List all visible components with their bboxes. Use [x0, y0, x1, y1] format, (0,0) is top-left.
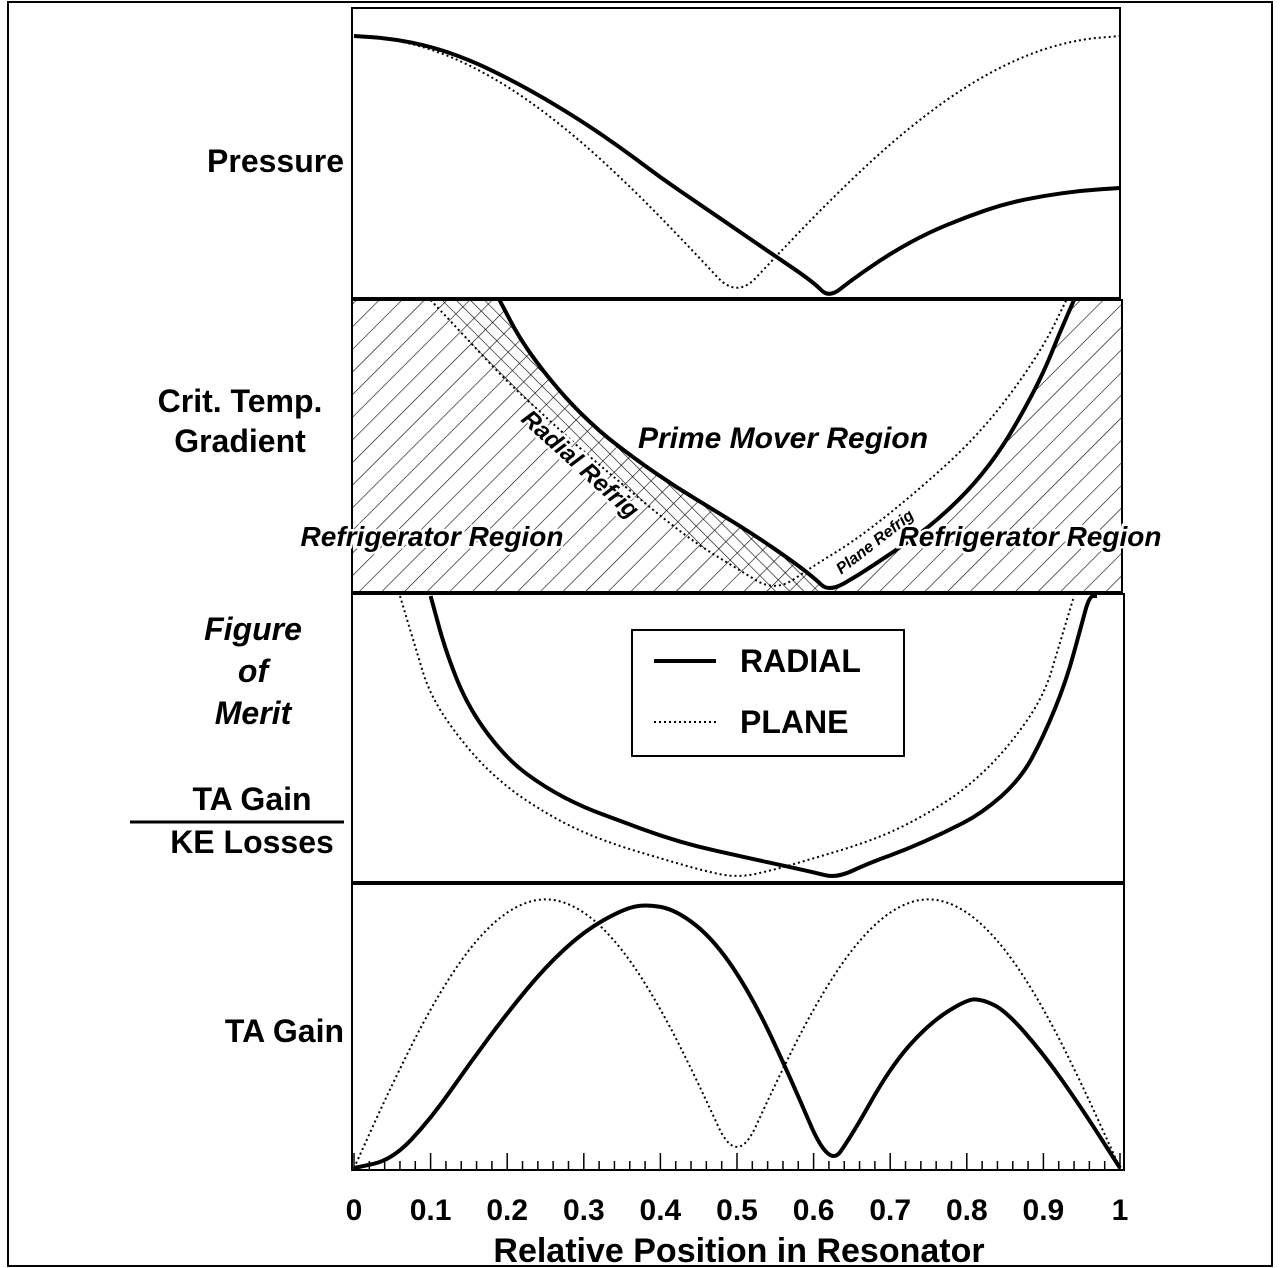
x-tick-label: 0.7: [869, 1194, 911, 1227]
ratio-denominator-label: KE Losses: [170, 824, 334, 860]
x-tick-label: 0.3: [563, 1194, 605, 1227]
refrigerator-region-left-label: Refrigerator Region: [301, 521, 564, 552]
prime-mover-region-fill: [499, 300, 1074, 592]
pressure-ylabel: Pressure: [207, 143, 344, 179]
ta-gain-ylabel: TA Gain: [225, 1013, 344, 1049]
x-tick-label: 1: [1112, 1194, 1129, 1227]
legend-box: [631, 629, 905, 757]
pressure-panel-frame: [351, 7, 1121, 299]
panel-3-radial-curve: [428, 594, 1097, 878]
x-tick-label: 0.8: [946, 1194, 988, 1227]
panel-1-plane-curve: [353, 35, 1121, 289]
x-tick-label: 0.1: [410, 1194, 452, 1227]
x-tick-label: 0.5: [716, 1194, 758, 1227]
x-tick-label: 0: [346, 1194, 363, 1227]
x-tick-label: 0.6: [793, 1194, 835, 1227]
x-axis-ticks: 0 0.1 0.2 0.3 0.4 0.5 0.6 0.7 0.8 0.9 1: [346, 1153, 1129, 1227]
series-curves: [353, 34, 1122, 1170]
merit-panel-frame: [351, 593, 1125, 883]
radial-refrig-band: [430, 300, 829, 592]
x-tick-label: 0.9: [1023, 1194, 1065, 1227]
panel-4-radial-curve: [353, 903, 1122, 1170]
panel-2-radial-curve: [497, 299, 1076, 590]
crit-temp-panel-frame: [351, 299, 1123, 593]
figure-frame: [7, 1, 1273, 1267]
x-tick-label: 0.2: [486, 1194, 528, 1227]
legend-plane-label: PLANE: [740, 704, 848, 740]
prime-mover-label: Prime Mover Region: [638, 422, 928, 455]
ta-gain-panel-frame: [351, 883, 1125, 1171]
panel-1-radial-curve: [353, 34, 1121, 296]
legend-radial-label: RADIAL: [740, 643, 861, 679]
panel-4-plane-curve: [353, 898, 1121, 1169]
x-axis-label: Relative Position in Resonator: [493, 1232, 984, 1268]
panel-2-plane-curve: [429, 299, 1068, 587]
refrigerator-region-right-label: Refrigerator Region: [899, 521, 1162, 552]
crit-temp-ylabel: Crit. Temp. Gradient: [158, 383, 323, 459]
x-tick-label: 0.4: [640, 1194, 682, 1227]
ratio-numerator-label: TA Gain: [192, 781, 311, 817]
legend: RADIAL PLANE: [631, 629, 905, 757]
figure-of-merit-ylabel: Figure of Merit: [204, 611, 302, 731]
